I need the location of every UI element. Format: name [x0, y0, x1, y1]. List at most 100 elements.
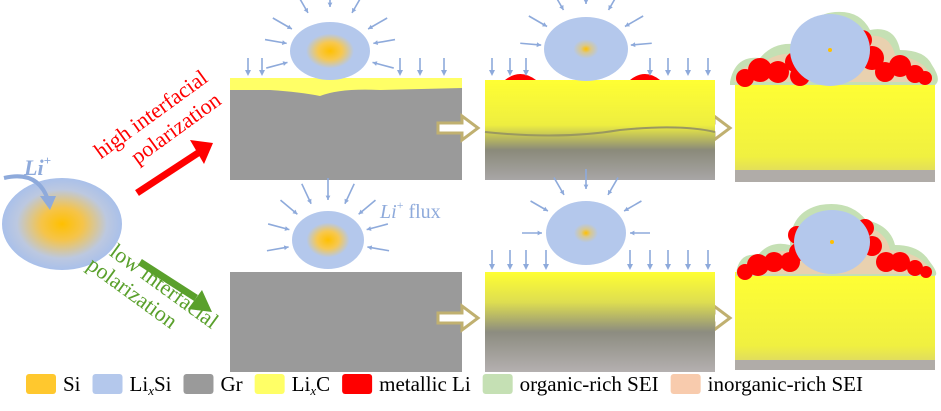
legend-label: Gr	[220, 372, 242, 396]
low-polarization-arrow	[138, 259, 198, 301]
flux-arrowhead	[647, 70, 653, 76]
flux-arrowhead	[608, 5, 613, 11]
lithiation-arrow	[3, 174, 50, 201]
flux-arrowhead	[685, 264, 691, 270]
legend-item: LixC	[254, 372, 330, 398]
lixc-layer-top-1	[230, 78, 462, 96]
metallic-li-bump	[890, 252, 910, 272]
flux-arrowhead	[372, 61, 378, 66]
legend-swatch	[254, 374, 285, 394]
flux-arrowhead	[542, 22, 548, 27]
flux-arrowhead	[307, 198, 312, 204]
flux-arrowhead	[630, 42, 636, 48]
flux-arrowhead	[536, 42, 542, 48]
flux-arrowhead	[537, 230, 542, 236]
flux-arrowhead	[417, 70, 423, 76]
lixc-top-3	[735, 80, 935, 182]
legend-label: LixSi	[130, 372, 172, 398]
legend-swatch	[183, 374, 214, 394]
flux-arrowhead	[259, 70, 265, 76]
lixc-graphite-bottom-2	[485, 272, 715, 372]
flux-arrowhead	[397, 70, 403, 76]
metallic-li-bump	[889, 55, 911, 77]
flux-arrowhead	[630, 230, 635, 236]
flux-arrowhead	[327, 2, 333, 7]
li-ion-label: Li+	[23, 153, 51, 180]
legend-item: Si	[26, 372, 81, 396]
metallic-li-bump	[918, 71, 932, 85]
metallic-li-bump	[876, 252, 896, 272]
flux-arrowhead	[523, 264, 529, 270]
metallic-li-top-2b	[630, 74, 660, 80]
high-polarization-arrowhead	[190, 140, 213, 164]
low-polarization-arrowhead	[188, 290, 212, 312]
legend-label: LixC	[292, 372, 330, 398]
flux-arrowhead	[507, 70, 513, 76]
flux-arrowhead	[292, 209, 298, 215]
initial-si-particle	[2, 178, 122, 270]
metallic-li-bump	[747, 254, 769, 276]
lixc-graphite-top-2	[485, 80, 715, 180]
graphite-top-1	[230, 86, 462, 180]
li-flux-arrows-bottom-1	[266, 178, 390, 252]
flux-arrowhead	[583, 0, 589, 4]
legend-swatch	[92, 374, 123, 394]
flux-arrowhead	[608, 189, 613, 195]
flux-arrowhead	[358, 209, 364, 215]
flux-arrowhead	[665, 70, 671, 76]
flux-arrowhead	[705, 70, 711, 76]
flux-arrowhead	[368, 24, 374, 29]
legend-label: inorganic-rich SEI	[708, 372, 863, 396]
si-particle-top-1	[290, 22, 370, 80]
flux-arrowhead	[344, 198, 349, 204]
flux-arrowhead	[665, 264, 671, 270]
flux-arrowhead	[489, 70, 495, 76]
lithiation-front-top-2	[484, 126, 716, 137]
flux-arrowhead	[373, 40, 379, 45]
legend: Si LixSi Gr LixC metallic Li organic-rich SEI…	[26, 372, 863, 398]
flux-arrowhead	[647, 264, 653, 270]
flux-arrowhead	[624, 22, 630, 27]
graphite-residual-top-3	[735, 170, 935, 182]
flux-arrowhead	[281, 40, 287, 45]
si-particle-bottom-1	[292, 211, 364, 269]
legend-item: organic-rich SEI	[482, 372, 659, 396]
legend-swatch	[26, 374, 56, 394]
flux-arrowhead	[523, 70, 529, 76]
flux-arrowhead	[245, 70, 251, 76]
flux-arrowhead	[583, 184, 589, 189]
high-polarization-arrow	[135, 150, 200, 196]
metallic-li-top-2a	[505, 74, 536, 80]
flux-arrowhead	[507, 264, 513, 270]
si-core-bottom-3	[830, 240, 834, 244]
flux-arrowhead	[366, 226, 372, 231]
metallic-li-bump	[748, 58, 772, 82]
li-flux-arrows-bottom-2	[489, 169, 711, 270]
metallic-li-bump	[767, 61, 789, 83]
graphite-residual-bottom-3	[735, 360, 935, 370]
flux-arrowhead	[543, 264, 549, 270]
legend-item: inorganic-rich SEI	[670, 372, 863, 396]
flux-arrowhead	[283, 245, 289, 251]
metallic-li-bump	[920, 266, 932, 278]
legend-label: metallic Li	[379, 372, 471, 396]
flux-arrowhead	[542, 206, 548, 211]
flux-arrowhead	[559, 5, 564, 11]
flux-arrowhead	[352, 7, 357, 13]
flux-arrowhead	[303, 7, 308, 13]
flux-arrowhead	[624, 206, 630, 211]
legend-item: LixSi	[92, 372, 172, 398]
flux-arrowhead	[559, 189, 564, 195]
li-flux-arrows-top-1	[245, 0, 447, 76]
flux-arrowhead	[325, 195, 331, 200]
metallic-li-bump	[907, 260, 923, 276]
legend-label: Si	[63, 372, 81, 396]
metallic-li-bump	[764, 252, 784, 272]
lithiation-arrowhead	[40, 196, 56, 210]
legend-item: metallic Li	[342, 372, 471, 396]
flux-arrowhead	[441, 70, 447, 76]
flux-arrowhead	[489, 264, 495, 270]
legend-swatch	[670, 374, 701, 394]
legend-swatch	[342, 374, 373, 394]
